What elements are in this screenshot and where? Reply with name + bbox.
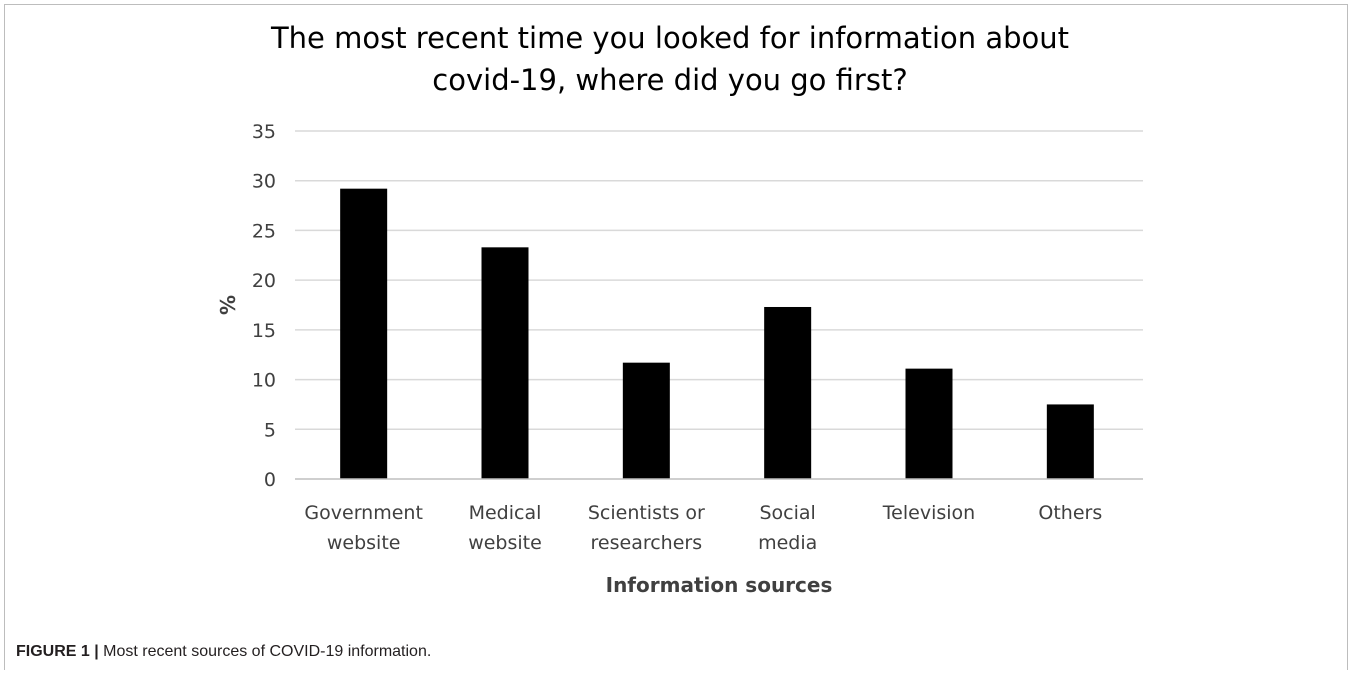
x-tick-label-0-0: Government	[304, 502, 423, 524]
y-tick-label-0: 0	[264, 469, 276, 491]
chart-title-line-1: The most recent time you looked for info…	[270, 21, 1069, 55]
x-axis-title: Information sources	[606, 573, 833, 597]
bar-4	[905, 368, 953, 479]
bar-2	[622, 362, 670, 479]
y-tick-label-5: 5	[264, 419, 276, 441]
x-tick-label-2-0: Scientists or	[588, 502, 705, 524]
bar-5	[1046, 404, 1094, 479]
x-tick-label-5-0: Others	[1038, 502, 1102, 524]
bar-0	[340, 188, 388, 479]
y-tick-label-10: 10	[252, 370, 276, 392]
y-tick-label-15: 15	[252, 320, 276, 342]
x-tick-label-3-1: media	[758, 532, 817, 554]
bars	[340, 188, 1094, 479]
bar-chart: The most recent time you looked for info…	[216, 21, 1143, 597]
x-tick-label-4-0: Television	[882, 502, 975, 524]
x-tick-label-2-1: researchers	[591, 532, 703, 554]
figure-frame	[4, 4, 1348, 670]
chart-title-line-2: covid-19, where did you go first?	[432, 63, 907, 97]
gridlines	[295, 130, 1143, 431]
figure-caption-label: FIGURE 1 |	[16, 643, 99, 660]
y-tick-label-20: 20	[252, 270, 276, 292]
bar-1	[481, 247, 529, 479]
x-tick-label-3-0: Social	[759, 502, 815, 524]
y-tick-label-25: 25	[252, 220, 276, 242]
y-axis-title: %	[216, 295, 240, 315]
x-tick-label-1-1: website	[468, 532, 542, 554]
labels: The most recent time you looked for info…	[216, 21, 1102, 597]
figure-caption-text: Most recent sources of COVID-19 informat…	[98, 643, 432, 660]
figure-caption: FIGURE 1 | Most recent sources of COVID-…	[16, 643, 431, 661]
bar-3	[764, 306, 812, 479]
x-tick-label-1-0: Medical	[469, 502, 542, 524]
x-tick-label-0-1: website	[327, 532, 401, 554]
y-tick-label-35: 35	[252, 121, 276, 143]
y-tick-label-30: 30	[252, 171, 276, 193]
